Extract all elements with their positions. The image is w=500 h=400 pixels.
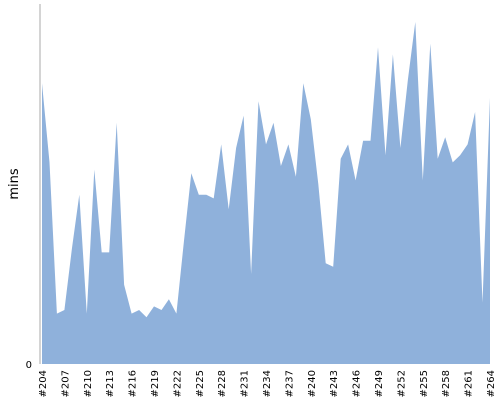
plot-area xyxy=(42,22,490,364)
x-tick-label: #228 xyxy=(217,370,228,397)
x-tick-label: #249 xyxy=(374,370,385,397)
x-tick-label: #255 xyxy=(419,370,430,397)
x-tick-label: #246 xyxy=(352,370,363,397)
x-tick-label: #234 xyxy=(262,370,273,397)
x-tick-label: #219 xyxy=(150,370,161,397)
x-tick-label: #222 xyxy=(172,370,183,397)
y-axis-label: mins xyxy=(7,168,22,200)
x-tick-label: #240 xyxy=(307,370,318,397)
x-tick-label: #237 xyxy=(284,370,295,397)
area-series xyxy=(42,22,490,364)
x-tick-label: #231 xyxy=(240,370,251,397)
x-tick-label: #225 xyxy=(195,370,206,397)
y-tick-label: 0 xyxy=(26,360,32,371)
x-tick-label: #261 xyxy=(464,370,475,397)
x-tick-label: #213 xyxy=(105,370,116,397)
x-tick-label: #252 xyxy=(396,370,407,397)
x-tick-label: #216 xyxy=(128,370,139,397)
y-tick-labels: 0 xyxy=(26,360,32,371)
x-tick-label: #243 xyxy=(329,370,340,397)
x-tick-label: #264 xyxy=(486,370,497,397)
x-tick-label: #207 xyxy=(60,370,71,397)
x-tick-label: #204 xyxy=(38,370,49,397)
x-tick-label: #258 xyxy=(441,370,452,397)
x-tick-labels: #204 #207 #210 #213 #216 #219 #222 #225 #228 #231… xyxy=(38,370,497,397)
x-tick-label: #210 xyxy=(83,370,94,397)
